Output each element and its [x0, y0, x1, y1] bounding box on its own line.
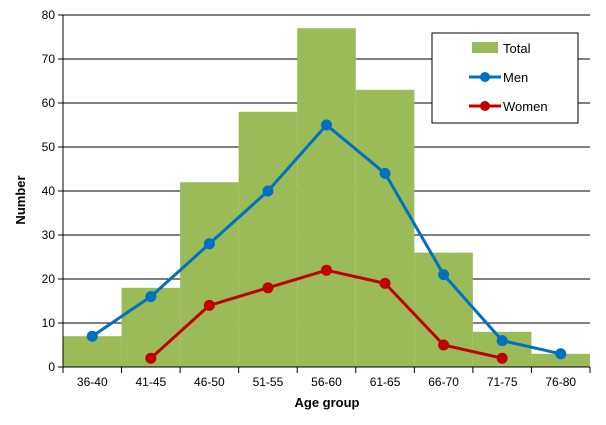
bar-total-61-65	[355, 89, 415, 368]
y-tick-label: 40	[42, 184, 56, 198]
point-men-41-45	[145, 291, 157, 303]
point-men-56-60	[321, 119, 332, 131]
x-axis-title: Age group	[295, 395, 360, 410]
point-men-36-40	[86, 330, 98, 342]
point-women-51-55	[262, 282, 274, 294]
y-tick-label: 0	[48, 360, 55, 374]
x-tick-labels: 36-40 41-45 46-50 51-55 56-60 61-65 66-70 71-75…	[77, 375, 576, 389]
x-tick-label: 41-45	[135, 375, 166, 389]
x-tick-label: 56-60	[311, 375, 342, 389]
point-women-66-70	[438, 339, 450, 351]
y-tick-label: 80	[42, 8, 56, 22]
point-men-51-55	[262, 185, 274, 197]
point-men-76-80	[555, 348, 567, 360]
x-tick-label: 36-40	[77, 375, 108, 389]
legend-label-men: Men	[503, 70, 528, 85]
bar-total-51-55	[238, 111, 298, 367]
bar-total-46-50	[180, 182, 239, 367]
point-women-41-45	[145, 352, 157, 364]
legend-marker-women	[480, 101, 490, 111]
y-tick-label: 50	[42, 140, 56, 154]
x-tick-label: 76-80	[545, 375, 576, 389]
x-tick-label: 61-65	[370, 375, 401, 389]
x-tick-label: 51-55	[253, 375, 284, 389]
point-men-61-65	[379, 167, 391, 179]
legend-label-total: Total	[503, 41, 531, 56]
legend-box	[431, 32, 579, 124]
point-women-71-75	[496, 352, 508, 364]
point-women-61-65	[379, 277, 391, 289]
axes	[58, 14, 591, 373]
point-women-46-50	[203, 299, 215, 311]
point-men-66-70	[438, 269, 450, 281]
point-men-71-75	[496, 335, 508, 347]
y-tick-label: 30	[42, 228, 56, 242]
legend-swatch-total	[472, 42, 498, 53]
series-lines	[86, 119, 567, 364]
y-axis-title: Number	[13, 175, 28, 224]
legend-label-women: Women	[503, 99, 548, 114]
x-tick-label: 46-50	[194, 375, 225, 389]
y-tick-label: 60	[42, 96, 56, 110]
legend: Total Men Women	[431, 32, 579, 124]
x-tick-label: 71-75	[487, 375, 518, 389]
x-tick-label: 66-70	[428, 375, 459, 389]
bar-total-56-60	[297, 28, 356, 367]
y-tick-label: 70	[42, 52, 56, 66]
bar-total-76-80	[531, 353, 590, 367]
y-tick-label: 20	[42, 272, 56, 286]
legend-marker-men	[480, 72, 490, 82]
point-men-46-50	[203, 238, 215, 250]
point-women-56-60	[321, 264, 332, 276]
y-tick-label: 10	[42, 316, 56, 330]
y-tick-labels: 0 10 20 30 40 50 60 70 80	[42, 8, 56, 374]
